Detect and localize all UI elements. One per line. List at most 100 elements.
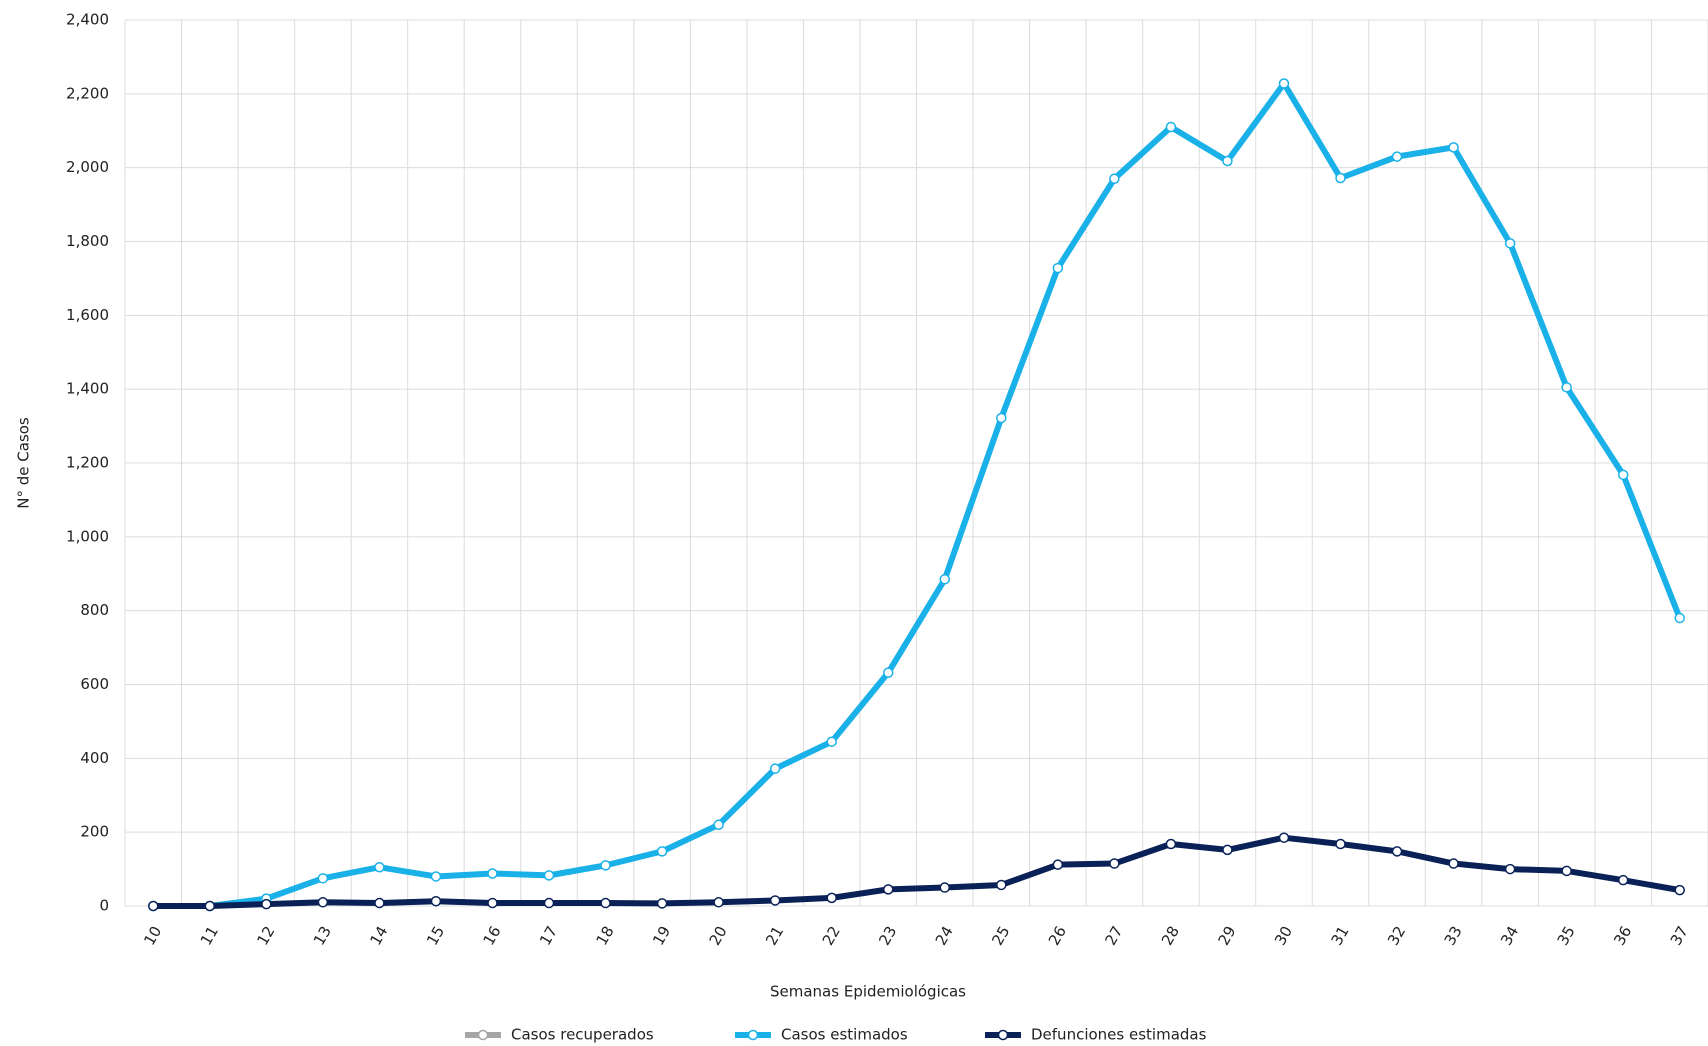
data-point <box>1109 858 1120 869</box>
data-point <box>996 879 1007 891</box>
x-tick-label: 21 <box>762 923 787 949</box>
data-point <box>1448 858 1459 869</box>
series-line <box>153 834 1681 909</box>
data-point <box>204 900 216 912</box>
data-point <box>996 412 1007 424</box>
data-point <box>939 882 951 893</box>
data-point <box>1391 846 1403 857</box>
x-tick-label: 27 <box>1101 923 1126 949</box>
legend-marker <box>477 1029 489 1041</box>
x-tick-label: 20 <box>706 923 731 949</box>
data-point <box>487 868 498 879</box>
x-tick-label: 19 <box>649 923 674 949</box>
x-tick-label: 23 <box>875 923 900 949</box>
data-point <box>713 819 724 831</box>
data-point <box>769 763 781 774</box>
legend-label: Defunciones estimadas <box>1031 1026 1207 1044</box>
data-point <box>1222 844 1233 856</box>
legend-marker <box>747 1029 759 1041</box>
x-tick-label: 30 <box>1271 923 1296 949</box>
x-tick-label: 18 <box>593 923 618 949</box>
y-tick-label: 1,000 <box>66 527 109 545</box>
data-point <box>1561 865 1572 877</box>
data-point <box>882 667 894 678</box>
data-point <box>261 898 272 910</box>
y-tick-label: 2,200 <box>66 84 109 102</box>
x-tick-label: 12 <box>253 923 278 949</box>
data-point <box>656 846 668 857</box>
x-tick-label: 14 <box>366 923 391 949</box>
data-point <box>1674 612 1685 624</box>
x-tick-label: 16 <box>479 923 504 949</box>
x-tick-label: 31 <box>1328 923 1353 949</box>
data-point <box>1335 172 1346 184</box>
y-tick-label: 400 <box>80 749 109 767</box>
y-tick-label: 1,800 <box>66 232 109 250</box>
x-tick-label: 37 <box>1667 923 1692 949</box>
data-point <box>713 897 724 908</box>
x-axis-label: Semanas Epidemiológicas <box>770 983 966 1001</box>
data-point <box>487 897 498 909</box>
data-point <box>882 884 894 895</box>
data-point <box>374 897 385 909</box>
data-point <box>1109 173 1120 184</box>
data-point <box>1504 238 1516 249</box>
data-point <box>1165 121 1177 133</box>
data-point <box>1052 262 1064 274</box>
y-tick-label: 200 <box>80 823 109 841</box>
data-point <box>317 897 329 908</box>
x-tick-label: 36 <box>1610 923 1635 949</box>
data-point <box>600 860 611 871</box>
y-tick-label: 1,400 <box>66 380 109 398</box>
x-tick-label: 33 <box>1441 923 1466 949</box>
data-point <box>430 895 442 907</box>
series-line <box>153 80 1683 909</box>
x-tick-label: 34 <box>1497 923 1522 949</box>
data-point <box>1391 151 1403 162</box>
data-point <box>1674 884 1685 896</box>
data-point <box>1504 863 1516 875</box>
y-tick-label: 1,600 <box>66 306 109 324</box>
legend-label: Casos estimados <box>781 1026 908 1044</box>
y-tick-label: 600 <box>80 675 109 693</box>
data-point <box>939 574 951 585</box>
y-tick-label: 800 <box>80 601 109 619</box>
x-tick-label: 28 <box>1158 923 1183 949</box>
data-point <box>543 870 555 881</box>
x-tick-label: 32 <box>1384 923 1409 949</box>
x-tick-label: 15 <box>423 923 448 949</box>
data-point <box>430 871 442 882</box>
y-tick-label: 2,000 <box>66 158 109 176</box>
data-point <box>1278 832 1290 843</box>
x-tick-label: 10 <box>140 923 165 949</box>
x-tick-label: 25 <box>988 923 1013 949</box>
legend-marker <box>997 1029 1009 1041</box>
data-point <box>826 736 837 747</box>
data-point <box>826 892 837 904</box>
y-axis-label: N° de Casos <box>15 417 33 509</box>
y-tick-label: 2,400 <box>66 11 109 29</box>
data-point <box>600 897 611 909</box>
x-tick-label: 24 <box>932 923 957 949</box>
y-tick-label: 1,200 <box>66 454 109 472</box>
legend-label: Casos recuperados <box>511 1026 654 1044</box>
data-point <box>1052 859 1064 870</box>
data-point <box>656 898 668 909</box>
x-tick-label: 26 <box>1045 923 1070 949</box>
x-tick-label: 35 <box>1554 923 1579 949</box>
data-point <box>1335 838 1346 850</box>
x-tick-label: 29 <box>1214 923 1239 949</box>
x-tick-label: 13 <box>310 923 335 949</box>
data-point <box>148 900 159 912</box>
data-point <box>1448 142 1459 153</box>
x-tick-label: 22 <box>819 923 844 949</box>
data-point <box>1222 155 1233 167</box>
x-tick-label: 11 <box>197 923 222 949</box>
x-tick-label: 17 <box>536 923 561 949</box>
data-point <box>1165 838 1177 850</box>
y-tick-label: 0 <box>99 897 109 915</box>
data-point <box>543 897 555 909</box>
data-point <box>317 873 329 884</box>
data-point <box>1617 469 1629 481</box>
